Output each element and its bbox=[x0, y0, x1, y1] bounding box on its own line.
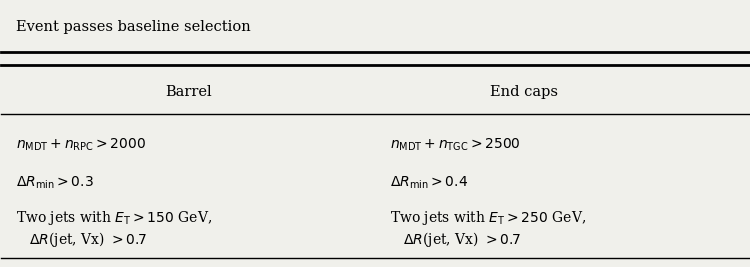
Text: $\Delta R_{\mathrm{min}} > 0.4$: $\Delta R_{\mathrm{min}} > 0.4$ bbox=[390, 174, 468, 191]
Text: $n_{\mathrm{MDT}} + n_{\mathrm{RPC}} > 2000$: $n_{\mathrm{MDT}} + n_{\mathrm{RPC}} > 2… bbox=[16, 136, 146, 152]
Text: Two jets with $E_{\mathrm{T}} > 150$ GeV,
   $\Delta R$(jet, Vx) $> 0.7$: Two jets with $E_{\mathrm{T}} > 150$ GeV… bbox=[16, 209, 212, 249]
Text: End caps: End caps bbox=[490, 85, 559, 99]
Text: Barrel: Barrel bbox=[165, 85, 211, 99]
Text: $\Delta R_{\mathrm{min}} > 0.3$: $\Delta R_{\mathrm{min}} > 0.3$ bbox=[16, 174, 94, 191]
Text: Two jets with $E_{\mathrm{T}} > 250$ GeV,
   $\Delta R$(jet, Vx) $> 0.7$: Two jets with $E_{\mathrm{T}} > 250$ GeV… bbox=[390, 209, 586, 249]
Text: Event passes baseline selection: Event passes baseline selection bbox=[16, 20, 251, 34]
Text: $n_{\mathrm{MDT}} + n_{\mathrm{TGC}} > 2500$: $n_{\mathrm{MDT}} + n_{\mathrm{TGC}} > 2… bbox=[390, 136, 520, 152]
